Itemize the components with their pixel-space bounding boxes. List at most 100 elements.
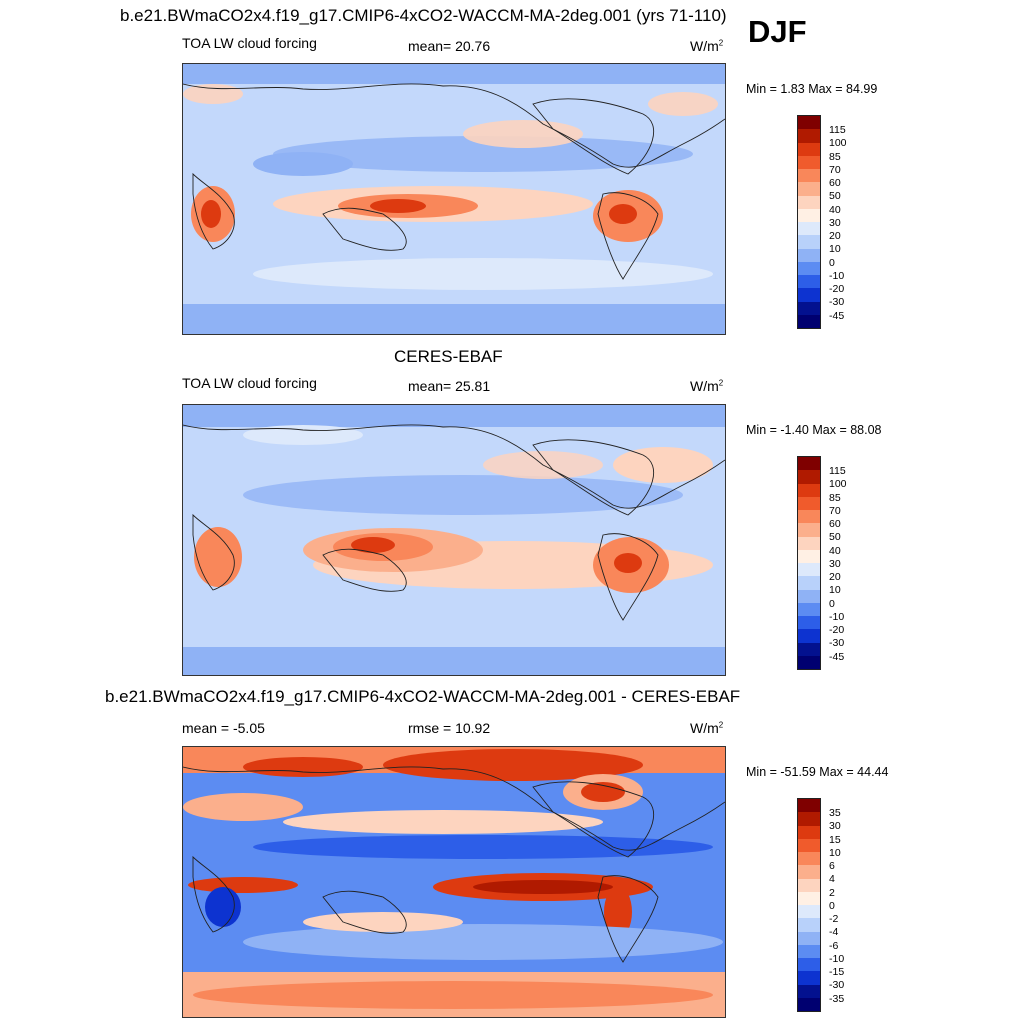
colorbar-swatch [798,971,820,985]
colorbar-swatch [798,116,820,130]
panel3-map [182,746,726,1018]
colorbar-swatch [798,655,820,669]
colorbar-swatch [798,536,820,550]
colorbar-swatch [798,222,820,236]
colorbar-tick-label: 50 [829,190,841,203]
colorbar-tick-label: 60 [829,177,841,189]
panel1-map [182,63,726,335]
colorbar-swatch [798,852,820,866]
colorbar-tick-label: 40 [829,203,841,216]
season-label: DJF [748,14,807,49]
colorbar-swatch [798,169,820,183]
panel3-minmax: Min = -51.59 Max = 44.44 [746,765,889,779]
colorbar-tick-label: 60 [829,518,841,530]
panel2-variable-label: TOA LW cloud forcing [182,375,317,391]
colorbar-swatch [798,496,820,510]
colorbar-swatch [798,865,820,879]
colorbar-swatch [798,576,820,590]
panel3-colorbar [797,798,821,1012]
panel3-units: W/m2 [690,720,724,736]
colorbar-tick-label: 10 [829,243,841,256]
colorbar-swatch [798,195,820,209]
colorbar-tick-label: 15 [829,833,841,846]
panel2-units: W/m2 [690,378,724,394]
colorbar-tick-label: 4 [829,873,835,886]
colorbar-swatch [798,878,820,892]
colorbar-tick-label: 35 [829,807,841,819]
colorbar-tick-label: 70 [829,163,841,176]
colorbar-tick-label: -4 [829,926,839,939]
colorbar-swatch [798,918,820,932]
colorbar-swatch [798,457,820,471]
panel2-minmax: Min = -1.40 Max = 88.08 [746,423,882,437]
colorbar-swatch [798,997,820,1011]
panel2-title: CERES-EBAF [394,347,503,366]
colorbar-tick-label: -30 [829,296,845,309]
colorbar-swatch [798,288,820,302]
colorbar-tick-label: 100 [829,137,847,150]
colorbar-swatch [798,275,820,289]
colorbar-swatch [798,129,820,143]
colorbar-tick-label: 115 [829,465,846,477]
colorbar-swatch [798,984,820,998]
colorbar-tick-label: 85 [829,491,841,504]
colorbar-tick-label: 30 [829,557,841,570]
panel1-field [183,64,725,334]
colorbar-tick-label: 20 [829,571,841,583]
colorbar-swatch [798,470,820,484]
panel2-colorbar [797,456,821,670]
colorbar-tick-label: 2 [829,886,835,899]
panel1-units: W/m2 [690,38,724,54]
colorbar-swatch [798,235,820,249]
colorbar-swatch [798,602,820,616]
panel3-field [183,747,725,1017]
colorbar-swatch [798,838,820,852]
colorbar-swatch [798,182,820,196]
colorbar-tick-label: 0 [829,899,835,912]
colorbar-swatch [798,510,820,524]
colorbar-swatch [798,616,820,630]
colorbar-swatch [798,549,820,563]
colorbar-swatch [798,208,820,222]
panel2-mean-label: mean= 25.81 [408,378,491,394]
colorbar-tick-label: -15 [829,966,845,978]
panel3-rmse-label: rmse = 10.92 [408,720,491,736]
colorbar-tick-label: 40 [829,544,841,557]
panel1-colorbar [797,115,821,329]
panel2-map [182,404,726,676]
colorbar-swatch [798,314,820,328]
colorbar-tick-label: -6 [829,939,839,952]
colorbar-swatch [798,155,820,169]
colorbar-swatch [798,589,820,603]
colorbar-tick-label: 0 [829,597,835,610]
colorbar-tick-label: -30 [829,637,845,650]
colorbar-tick-label: -10 [829,952,845,965]
colorbar-tick-label: -30 [829,979,845,992]
colorbar-tick-label: 70 [829,504,841,517]
colorbar-tick-label: -20 [829,283,845,295]
panel3-title: b.e21.BWmaCO2x4.f19_g17.CMIP6-4xCO2-WACC… [105,687,741,706]
panel1-mean-label: mean= 20.76 [408,38,491,54]
colorbar-swatch [798,523,820,537]
colorbar-tick-label: 20 [829,230,841,242]
colorbar-swatch [798,483,820,497]
panel2-field [183,405,725,675]
colorbar-swatch [798,905,820,919]
panel1-title: b.e21.BWmaCO2x4.f19_g17.CMIP6-4xCO2-WACC… [120,6,727,25]
colorbar-tick-label: 10 [829,584,841,597]
colorbar-tick-label: 30 [829,820,841,833]
colorbar-swatch [798,825,820,839]
colorbar-swatch [798,301,820,315]
colorbar-tick-label: 50 [829,531,841,544]
colorbar-tick-label: -10 [829,610,845,623]
colorbar-tick-label: -10 [829,269,845,282]
colorbar-tick-label: 6 [829,860,835,872]
colorbar-tick-label: 85 [829,150,841,163]
colorbar-tick-label: 30 [829,216,841,229]
colorbar-tick-label: -35 [829,992,845,1005]
colorbar-tick-label: 115 [829,124,846,136]
colorbar-swatch [798,799,820,813]
colorbar-swatch [798,142,820,156]
colorbar-tick-label: 10 [829,846,841,859]
colorbar-tick-label: 100 [829,478,847,491]
